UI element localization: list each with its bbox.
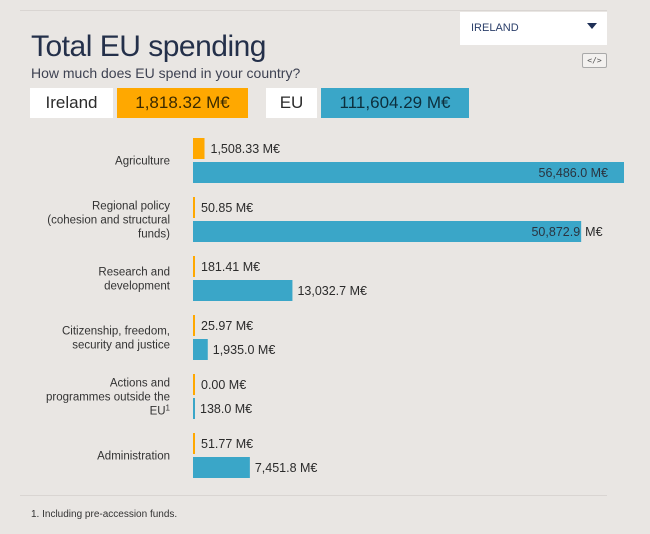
country-value-label: 51.77 M€ — [201, 437, 253, 451]
eu-total-label: EU — [266, 88, 317, 118]
country-total-label: Ireland — [30, 88, 113, 118]
country-value-label: 50.85 M€ — [201, 201, 253, 215]
country-value-label: 25.97 M€ — [201, 319, 253, 333]
page-title: Total EU spending — [31, 30, 267, 63]
eu-bar — [193, 162, 624, 183]
bottom-divider — [20, 495, 607, 496]
category-label: Actions and — [110, 378, 170, 390]
eu-bar — [193, 339, 208, 360]
country-value-label: 181.41 M€ — [201, 260, 260, 274]
top-divider — [20, 10, 607, 11]
country-value-label: 0.00 M€ — [201, 378, 246, 392]
eu-value-label: 138.0 M€ — [200, 402, 252, 416]
country-select-value: IRELAND — [471, 22, 519, 34]
eu-value-label: 7,451.8 M€ — [255, 461, 318, 475]
eu-total-value: 111,604.29 M€ — [321, 88, 469, 118]
category-label: Agriculture — [115, 156, 170, 168]
country-bar — [193, 374, 195, 395]
footnote: 1. Including pre-accession funds. — [31, 509, 178, 520]
eu-value-label: 50,872.9 — [531, 225, 580, 239]
country-total-value: 1,818.32 M€ — [117, 88, 248, 118]
embed-code-button[interactable]: </> — [582, 53, 607, 68]
country-bar — [193, 433, 195, 454]
category-label: EU1 — [150, 404, 171, 418]
category-label: Regional policy — [92, 201, 170, 213]
eu-bar — [193, 457, 250, 478]
category-label: Citizenship, freedom, — [62, 326, 170, 338]
eu-bar — [193, 398, 195, 419]
eu-bar — [193, 221, 582, 242]
category-label: security and justice — [72, 340, 170, 352]
country-bar — [193, 256, 195, 277]
country-select[interactable]: IRELAND — [460, 12, 607, 45]
page-subtitle: How much does EU spend in your country? — [31, 65, 301, 81]
country-bar — [193, 315, 195, 336]
category-label: Administration — [97, 451, 170, 463]
category-label: Research and — [98, 267, 170, 279]
eu-bar — [193, 280, 293, 301]
country-bar — [193, 138, 205, 159]
category-label: programmes outside the — [46, 392, 170, 404]
category-label: (cohesion and structural — [47, 215, 170, 227]
country-value-label: 1,508.33 M€ — [211, 142, 281, 156]
category-label: development — [104, 281, 171, 293]
caret-down-icon — [587, 23, 597, 29]
spending-bar-chart: Agriculture 1,508.33 M€ 56,486.0 M€ Regiona… — [46, 138, 624, 478]
eu-value-unit: M€ — [585, 225, 602, 239]
category-label: funds) — [138, 229, 170, 241]
eu-value-label: 56,486.0 M€ — [539, 166, 609, 180]
eu-value-label: 1,935.0 M€ — [213, 343, 276, 357]
eu-value-label: 13,032.7 M€ — [297, 284, 367, 298]
country-bar — [193, 197, 195, 218]
